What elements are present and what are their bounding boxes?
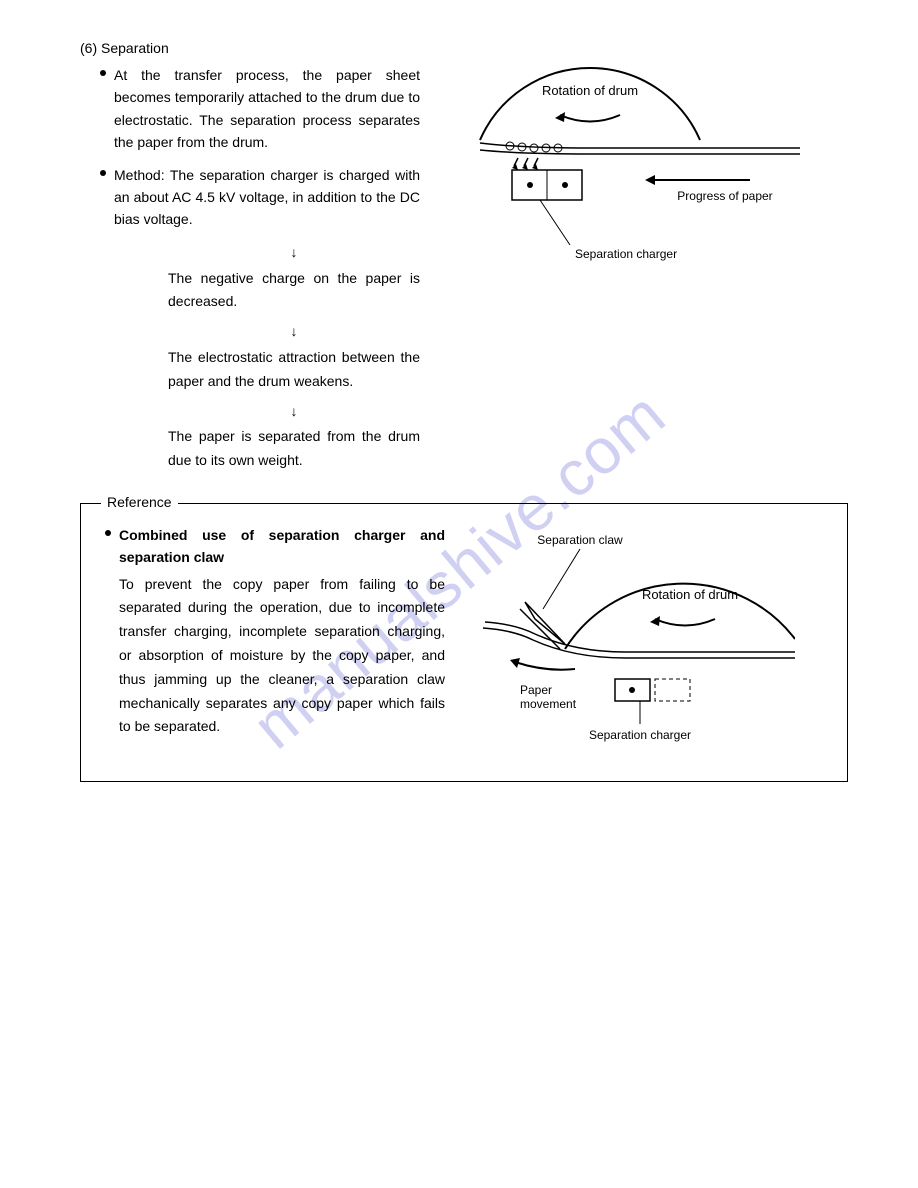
method-label: Method: <box>114 167 165 183</box>
charger-label-2: Separation charger <box>589 728 691 742</box>
arrow-icon: ↓ <box>168 400 420 424</box>
reference-label: Reference <box>101 494 178 510</box>
diagram-1: Rotation of drum Pr <box>440 40 848 479</box>
bullet-item-1: At the transfer process, the paper sheet… <box>100 64 420 154</box>
bullet-1-text: At the transfer process, the paper sheet… <box>114 64 420 154</box>
reference-heading: Combined use of separation charger and s… <box>119 524 445 569</box>
reference-box: Reference Combined use of separation cha… <box>80 503 848 782</box>
charger-label: Separation charger <box>575 247 677 261</box>
reference-body: To prevent the copy paper from failing t… <box>119 573 445 740</box>
arrow-icon: ↓ <box>168 320 420 344</box>
claw-label: Separation claw <box>537 533 623 547</box>
paper-label-1: Paper <box>520 683 552 697</box>
bullet-icon <box>100 170 106 176</box>
paper-label-2: movement <box>520 697 577 711</box>
section-number: (6) <box>80 40 97 56</box>
reference-text-column: Combined use of separation charger and s… <box>105 524 445 757</box>
method-text: Method: The separation charger is charge… <box>114 164 420 231</box>
diagram-2: Separation claw Rotation of drum Paper m… <box>465 524 823 757</box>
main-section: (6) Separation At the transfer process, … <box>80 40 848 479</box>
method-step-3: The paper is separated from the drum due… <box>168 425 420 473</box>
method-step-2: The electrostatic attraction between the… <box>168 346 420 394</box>
separation-diagram: Rotation of drum Pr <box>440 40 800 280</box>
rotation-label: Rotation of drum <box>542 83 638 98</box>
bullet-item-method: Method: The separation charger is charge… <box>100 164 420 231</box>
arrow-icon: ↓ <box>168 241 420 265</box>
section-heading: (6) Separation <box>80 40 420 56</box>
bullet-icon <box>100 70 106 76</box>
progress-label: Progress of paper <box>677 189 772 203</box>
rotation-label-2: Rotation of drum <box>642 587 738 602</box>
method-steps: ↓ The negative charge on the paper is de… <box>168 241 420 473</box>
reference-bullet: Combined use of separation charger and s… <box>105 524 445 569</box>
reference-content: Combined use of separation charger and s… <box>105 524 823 757</box>
method-step-1: The negative charge on the paper is decr… <box>168 267 420 315</box>
section-title: Separation <box>101 40 169 56</box>
bullet-icon <box>105 530 111 536</box>
text-column: (6) Separation At the transfer process, … <box>80 40 420 479</box>
separation-claw-diagram: Separation claw Rotation of drum Paper m… <box>465 524 795 754</box>
